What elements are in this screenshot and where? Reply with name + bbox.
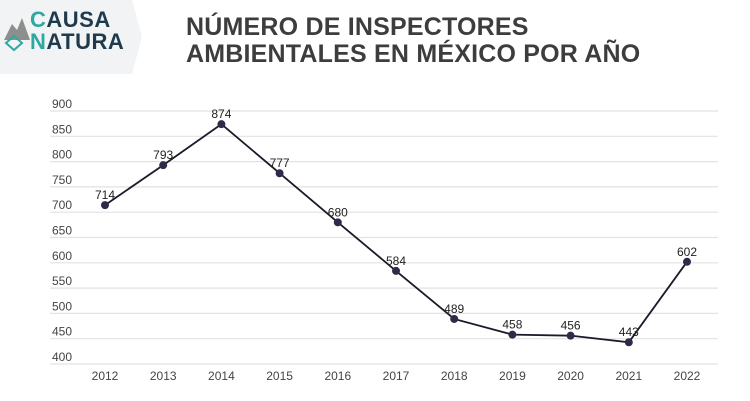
y-tick-label: 550 — [52, 274, 72, 288]
x-tick-label: 2018 — [441, 369, 468, 383]
x-tick-label: 2015 — [266, 369, 293, 383]
series-line — [104, 123, 688, 344]
y-tick-label: 600 — [52, 249, 72, 263]
data-point-2015 — [275, 169, 284, 178]
y-tick-label: 400 — [52, 350, 72, 364]
y-axis-ticks: 400 450 500 550 600 650 700 750 800 850 900 — [52, 97, 72, 364]
data-label-2014: 874 — [211, 107, 231, 121]
logo-background — [0, 0, 142, 74]
data-label-2020: 456 — [561, 319, 581, 333]
x-tick-label: 2014 — [208, 369, 235, 383]
y-tick-label: 500 — [52, 299, 72, 313]
data-point-2021 — [624, 338, 633, 347]
data-label-2017: 584 — [386, 254, 406, 268]
data-point-2016 — [333, 218, 342, 227]
title-line-1: NÚMERO DE INSPECTORES — [186, 13, 529, 41]
x-tick-label: 2022 — [674, 369, 701, 383]
x-tick-label: 2016 — [324, 369, 351, 383]
data-point-2018 — [450, 314, 459, 323]
data-markers — [101, 120, 691, 347]
data-label-2019: 458 — [502, 318, 522, 332]
data-label-2013: 793 — [153, 148, 173, 162]
logo: CAUSA NATURA — [30, 9, 124, 53]
x-tick-label: 2021 — [615, 369, 642, 383]
y-tick-label: 800 — [52, 148, 72, 162]
y-tick-label: 700 — [52, 198, 72, 212]
x-tick-label: 2012 — [92, 369, 119, 383]
data-point-2012 — [101, 201, 109, 210]
data-point-2017 — [392, 266, 400, 275]
logo-accent-n: N — [30, 29, 47, 54]
x-tick-label: 2020 — [557, 369, 584, 383]
y-tick-label: 650 — [52, 224, 72, 238]
data-label-2016: 680 — [328, 205, 348, 219]
data-point-2013 — [159, 161, 168, 170]
data-labels: 714 793 874 777 680 584 489 458 456 443 602 — [95, 107, 697, 339]
chart-title: NÚMERO DE INSPECTORES AMBIENTALES EN MÉX… — [186, 14, 640, 68]
x-tick-label: 2017 — [383, 369, 410, 383]
data-label-2015: 777 — [270, 156, 290, 170]
data-point-2019 — [508, 330, 517, 339]
y-tick-label: 850 — [52, 122, 72, 136]
y-tick-label: 750 — [52, 173, 72, 187]
data-label-2018: 489 — [444, 302, 464, 316]
y-tick-label: 450 — [52, 325, 72, 339]
data-point-2022 — [683, 257, 691, 266]
gridlines — [50, 110, 718, 365]
data-label-2012: 714 — [95, 188, 115, 202]
logo-panel: CAUSA NATURA — [0, 0, 150, 74]
x-axis-ticks: 2012 2013 2014 2015 2016 2017 2018 2019 2020 2021… — [92, 369, 701, 383]
y-tick-label: 900 — [52, 97, 72, 111]
logo-text-1: AUSA — [46, 7, 111, 32]
data-label-2022: 602 — [677, 245, 697, 259]
diamond-icon — [4, 34, 24, 52]
data-point-2020 — [566, 331, 575, 340]
data-point-2014 — [217, 120, 226, 129]
logo-accent-c: C — [30, 7, 47, 32]
x-tick-label: 2013 — [150, 369, 177, 383]
data-label-2021: 443 — [619, 325, 639, 339]
x-tick-label: 2019 — [499, 369, 526, 383]
mountain-icon — [4, 18, 30, 40]
logo-text-2: ATURA — [46, 29, 125, 54]
title-line-2: AMBIENTALES EN MÉXICO POR AÑO — [186, 40, 641, 68]
